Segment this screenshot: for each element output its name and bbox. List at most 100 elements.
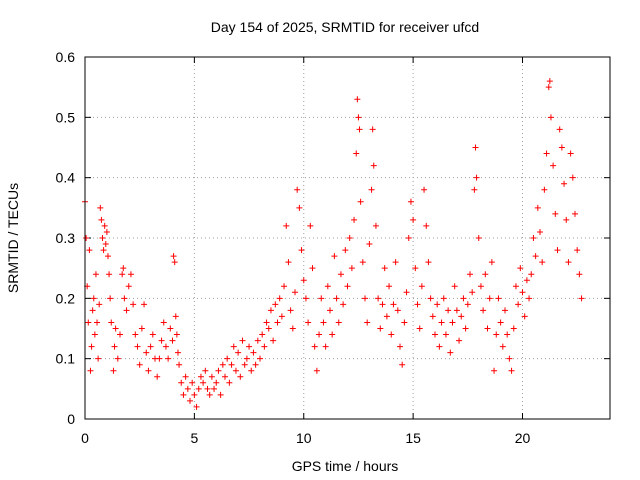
y-tick-label: 0.1	[56, 351, 76, 367]
data-point	[493, 331, 500, 338]
data-point	[412, 265, 419, 272]
data-point	[232, 367, 239, 374]
data-point	[316, 331, 323, 338]
data-point	[265, 325, 272, 332]
data-point	[359, 259, 366, 266]
data-point	[165, 355, 172, 362]
data-point	[86, 247, 93, 254]
data-point	[90, 295, 97, 302]
data-point	[99, 235, 106, 241]
data-point	[298, 247, 305, 254]
data-point	[173, 331, 180, 338]
data-point	[176, 361, 183, 368]
x-tick-label: 5	[190, 430, 198, 446]
data-point	[127, 271, 134, 278]
data-point	[554, 247, 561, 254]
data-point	[189, 379, 196, 386]
data-point	[243, 355, 250, 362]
data-point	[147, 343, 154, 350]
data-point	[499, 343, 506, 350]
data-point	[104, 253, 111, 260]
data-point	[158, 337, 165, 344]
data-point	[519, 289, 526, 296]
data-point	[110, 367, 117, 374]
data-point	[423, 222, 430, 229]
data-point	[429, 313, 436, 320]
data-point	[335, 319, 342, 326]
data-point	[342, 247, 349, 254]
data-point	[403, 289, 410, 296]
data-point	[545, 84, 552, 91]
data-point	[226, 379, 233, 386]
data-point	[453, 307, 460, 314]
data-point	[432, 331, 438, 338]
data-point	[410, 216, 417, 223]
data-point	[472, 144, 479, 151]
data-point	[294, 186, 301, 193]
data-point	[112, 325, 119, 332]
data-point	[392, 259, 399, 266]
data-point	[425, 259, 432, 266]
data-point	[362, 295, 368, 302]
data-point	[202, 367, 209, 374]
data-point	[309, 265, 316, 272]
data-point	[215, 367, 222, 374]
data-point	[451, 283, 458, 290]
data-point	[143, 349, 150, 356]
data-point	[416, 325, 423, 332]
data-point	[285, 259, 292, 266]
data-point	[482, 271, 489, 278]
data-point	[569, 174, 576, 181]
data-point	[125, 283, 132, 290]
data-point	[390, 301, 397, 308]
data-point	[88, 343, 95, 350]
data-point	[552, 210, 559, 217]
x-tick-label: 15	[405, 430, 421, 446]
data-point	[208, 373, 215, 380]
data-point	[89, 307, 96, 314]
data-point	[370, 162, 377, 169]
data-point	[204, 385, 211, 392]
data-point	[174, 349, 181, 356]
data-point	[272, 301, 279, 308]
data-point	[438, 319, 445, 326]
data-point	[530, 235, 537, 241]
data-point	[100, 247, 107, 254]
data-point	[211, 385, 218, 392]
data-point	[547, 114, 554, 121]
data-point	[491, 367, 498, 374]
data-point	[197, 373, 204, 380]
data-point	[534, 204, 541, 211]
data-point	[235, 349, 242, 356]
data-point	[550, 162, 557, 169]
data-point	[287, 307, 294, 314]
data-point	[213, 379, 220, 386]
data-point	[449, 319, 456, 326]
data-point	[270, 337, 277, 344]
data-point	[355, 114, 362, 121]
data-point	[375, 295, 382, 302]
x-tick-label: 0	[81, 430, 89, 446]
data-point	[526, 295, 533, 302]
data-point	[407, 198, 414, 205]
data-point	[250, 349, 257, 356]
data-point	[477, 283, 484, 290]
data-point	[574, 247, 581, 254]
data-point	[329, 331, 336, 338]
data-point	[281, 283, 288, 290]
data-point	[377, 325, 384, 332]
data-point	[313, 367, 320, 374]
data-point	[230, 343, 237, 350]
data-point	[502, 307, 508, 314]
data-point	[117, 331, 123, 338]
data-point	[108, 319, 115, 326]
data-point	[565, 259, 572, 266]
data-point	[121, 295, 128, 302]
data-point	[418, 283, 425, 290]
data-point	[94, 319, 101, 326]
data-point	[132, 331, 139, 338]
data-point	[471, 186, 478, 193]
data-point	[149, 331, 156, 338]
data-point	[145, 367, 152, 374]
data-point	[111, 343, 118, 350]
